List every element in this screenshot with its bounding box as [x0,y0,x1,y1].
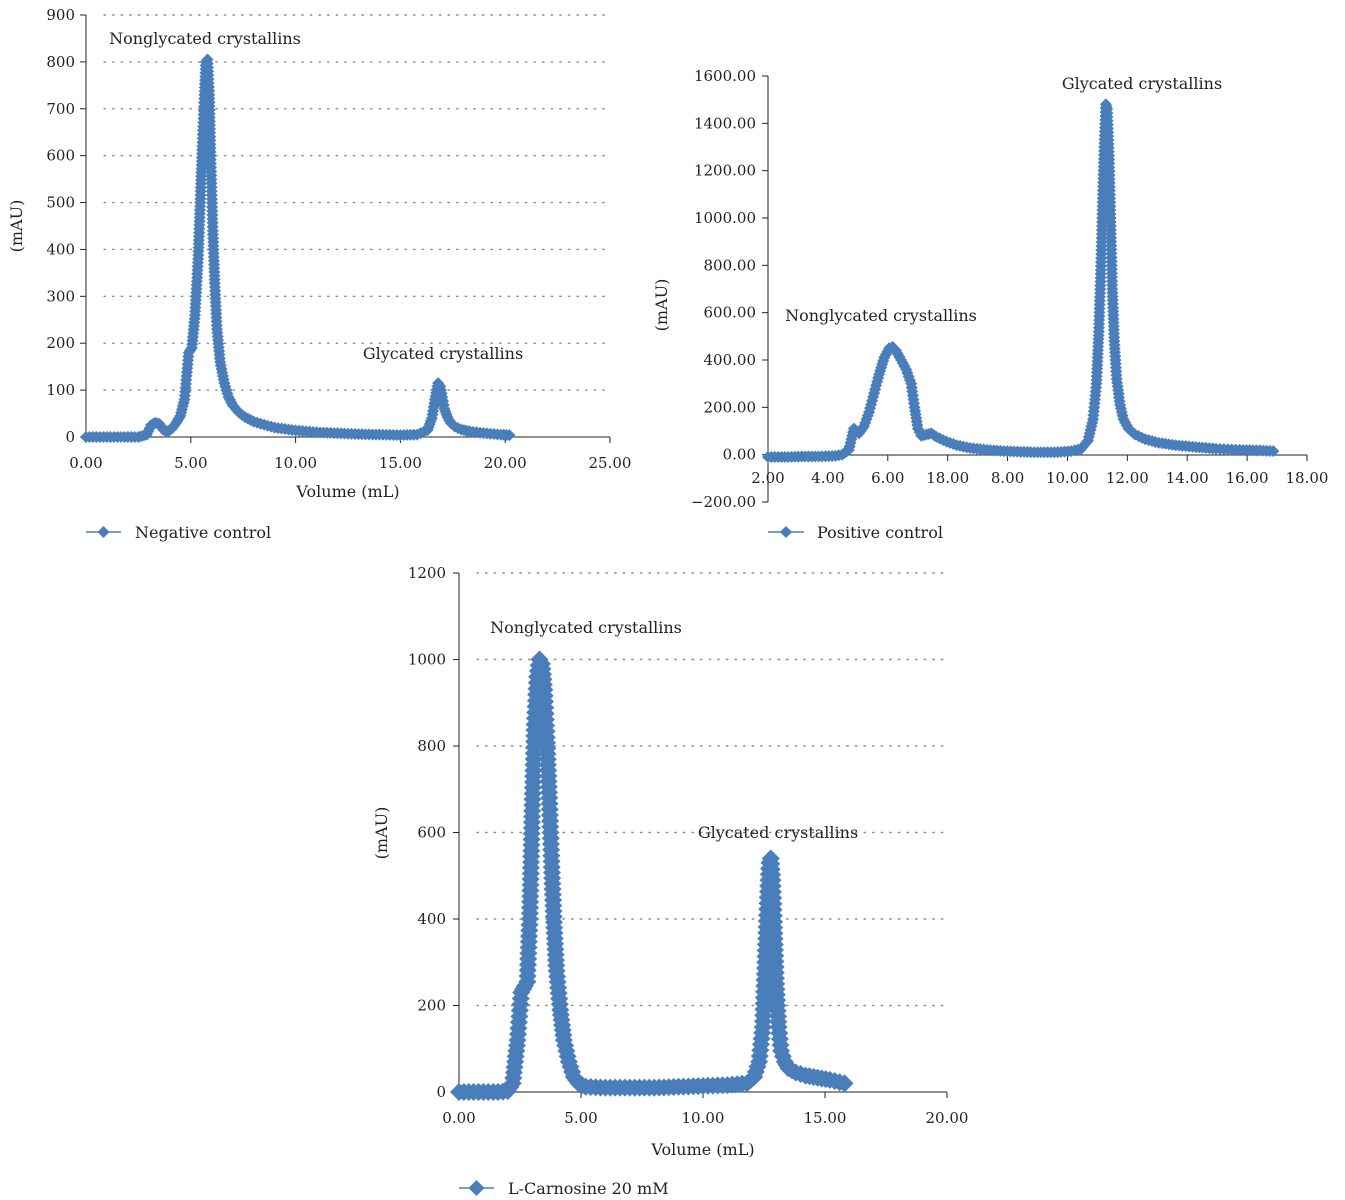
x-tick-label: 2.00 [751,469,784,487]
x-axis-title: Volume (mL) [295,482,399,501]
x-tick-label: 15.00 [804,1109,847,1127]
x-tick-label: 15.00 [379,454,422,472]
y-tick-label: 0.00 [723,446,756,464]
y-tick-label: 400 [46,240,75,258]
x-tick-label: 0.00 [442,1109,475,1127]
x-tick-label: 14.00 [1166,469,1209,487]
x-tick-label: 16.00 [1226,469,1269,487]
series-line [86,57,510,438]
data-point [1267,445,1280,458]
x-tick-label: 0.00 [69,454,102,472]
legend-label: L-Carnosine 20 mM [508,1179,669,1198]
x-tick-label: 5.00 [564,1109,597,1127]
x-tick-label: 10.00 [274,454,317,472]
y-tick-label: 0 [65,428,75,446]
series-line [768,104,1274,458]
y-tick-label: 1200 [408,564,446,582]
x-tick-label: 8.00 [991,469,1024,487]
x-tick-label: 12.00 [1106,469,1149,487]
x-tick-label: 5.00 [174,454,207,472]
peak-annotation: Glycated crystallins [698,823,858,842]
x-tick-label: 18.00 [1286,469,1329,487]
legend-marker-icon [468,1180,485,1196]
legend: Positive control [768,523,943,542]
y-tick-label: 800 [417,737,446,755]
x-tick-label: 25.00 [589,454,632,472]
peak-annotation: Nonglycated crystallins [785,306,977,325]
data-series [762,98,1280,464]
y-tick-label: 600 [46,147,75,165]
x-tick-label: 10.00 [682,1109,725,1127]
y-tick-label: 1200.00 [694,162,756,180]
y-tick-label: 400 [417,910,446,928]
y-tick-label: 0 [436,1083,446,1101]
legend-marker-icon [97,526,110,538]
peak-annotation: Nonglycated crystallins [109,29,301,48]
peak-annotation: Nonglycated crystallins [490,618,682,637]
x-tick-label: 20.00 [484,454,527,472]
legend-label: Negative control [135,523,271,542]
y-tick-label: 700 [46,100,75,118]
chart-l-carnosine: 0 200 400 600 800 1000 1200 0.00 5.00 10.00 15.00 2… [372,564,968,1198]
y-tick-label: 800.00 [704,256,757,274]
y-tick-label: 400.00 [704,351,757,369]
x-tick-label: 4.00 [811,469,844,487]
chart-negative-control: 0 100 200 300 400 500 600 700 800 900 0.00 5.00 10.0… [7,6,631,542]
y-axis-title: (mAU) [652,279,671,332]
legend: Negative control [86,523,271,542]
y-tick-label: 300 [46,287,75,305]
y-tick-label: 1000.00 [694,209,756,227]
y-tick-label: 800 [46,53,75,71]
y-tick-label: 600 [417,824,446,842]
y-tick-label: 200.00 [704,398,757,416]
x-tick-label: 10.00 [1046,469,1089,487]
x-tick-label: 20.00 [926,1109,969,1127]
y-tick-label: 1400.00 [694,114,756,132]
y-tick-label: 200 [417,997,446,1015]
peak-annotation: Glycated crystallins [1062,74,1222,93]
y-tick-label: 100 [46,381,75,399]
y-tick-label: 1600.00 [694,67,756,85]
y-axis-title: (mAU) [372,807,391,860]
data-point [503,429,516,442]
legend-label: Positive control [817,523,943,542]
x-axis-title: Volume (mL) [650,1140,754,1159]
y-tick-label: 600.00 [704,304,757,322]
y-tick-label: 500 [46,194,75,212]
x-tick-label: 18.00 [926,469,969,487]
data-series [450,650,854,1101]
gridlines [103,14,611,391]
legend: L-Carnosine 20 mM [459,1179,669,1198]
y-tick-label: −200.00 [691,493,756,511]
y-tick-label: 900 [46,6,75,24]
chart-positive-control: −200.00 0.00 200.00 400.00 600.00 800.00 1000.… [652,67,1328,542]
data-series [80,53,516,443]
y-axis-title: (mAU) [7,200,26,253]
peak-annotation: Glycated crystallins [363,344,523,363]
y-tick-label: 1000 [408,651,446,669]
data-point [835,1074,854,1093]
legend-marker-icon [780,526,792,538]
x-tick-label: 6.00 [871,469,904,487]
y-tick-label: 200 [46,334,75,352]
